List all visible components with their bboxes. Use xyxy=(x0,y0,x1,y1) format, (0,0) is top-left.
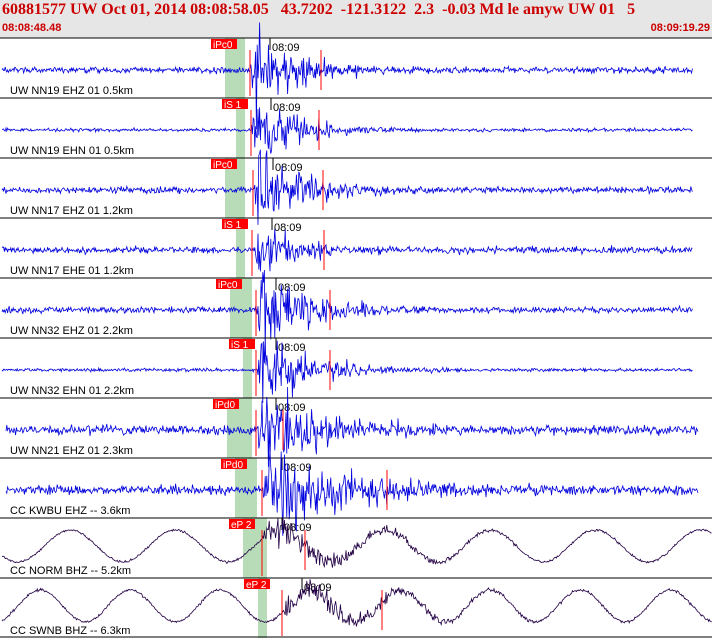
minute-tick-label: 08:09 xyxy=(274,222,302,234)
pick-label: iPd0 xyxy=(215,400,235,411)
pick-label: eP 2 xyxy=(246,580,267,591)
pick-tag xyxy=(222,99,248,109)
pick-label: iS 1 xyxy=(224,100,242,111)
pick-label: iS 1 xyxy=(224,220,242,231)
pick-label: iPd0 xyxy=(223,460,243,471)
trace-label: UW NN32 EHN 01 2.2km xyxy=(10,385,134,397)
pick-tag xyxy=(222,219,248,229)
trace-label: CC SWNB BHZ -- 6.3km xyxy=(10,625,130,637)
trace-label: UW NN21 EHZ 01 2.3km xyxy=(10,445,133,457)
pick-window-shading xyxy=(225,38,245,98)
trace-label: UW NN19 EHN 01 0.5km xyxy=(10,145,134,157)
trace-label: UW NN17 EHE 01 1.2km xyxy=(10,265,133,277)
waveform-trace xyxy=(1,517,712,569)
pick-label: eP 2 xyxy=(231,520,252,531)
pick-tag xyxy=(244,579,270,589)
pick-tag xyxy=(229,339,255,349)
waveform-trace xyxy=(1,340,693,403)
pick-tag xyxy=(211,39,237,49)
minute-tick-label: 08:09 xyxy=(284,462,312,474)
waveform-trace xyxy=(1,579,712,627)
event-title: 60881577 UW Oct 01, 2014 08:08:58.05 43.… xyxy=(2,1,636,18)
trace-label: CC NORM BHZ -- 5.2km xyxy=(10,565,131,577)
pick-window-shading xyxy=(225,158,245,218)
waveform-trace xyxy=(1,149,693,225)
trace-label: UW NN19 EHZ 01 0.5km xyxy=(10,85,133,97)
pick-label: iS 1 xyxy=(231,340,249,351)
pick-tag xyxy=(221,459,247,469)
minute-tick-label: 08:09 xyxy=(278,282,306,294)
pick-tag xyxy=(229,519,255,529)
pick-window-shading xyxy=(258,578,267,638)
pick-label: iPc0 xyxy=(213,160,233,171)
waveform-trace xyxy=(5,386,699,467)
pick-window-shading xyxy=(235,458,257,518)
pick-window-shading xyxy=(243,338,252,398)
pick-tag xyxy=(216,279,242,289)
pick-window-shading xyxy=(236,98,245,158)
waveform-trace xyxy=(1,228,693,272)
minute-tick-label: 08:09 xyxy=(278,402,306,414)
trace-label: CC KWBU EHZ -- 3.6km xyxy=(10,505,130,517)
minute-tick-label: 08:09 xyxy=(278,342,306,354)
pick-tag xyxy=(211,159,237,169)
waveform-trace xyxy=(5,451,699,536)
trace-label: UW NN32 EHZ 01 2.2km xyxy=(10,325,133,337)
waveform-trace xyxy=(1,107,693,154)
waveform-trace xyxy=(1,22,693,130)
pick-window-shading xyxy=(236,218,245,278)
minute-tick-label: 08:09 xyxy=(272,42,300,54)
pick-tag xyxy=(213,399,239,409)
waveform-trace xyxy=(1,269,693,352)
minute-tick-label: 08:09 xyxy=(273,102,301,114)
end-time: 08:09:19.29 xyxy=(650,22,710,34)
pick-label: iPc0 xyxy=(218,280,238,291)
pick-label: iPc0 xyxy=(213,40,233,51)
pick-window-shading xyxy=(230,278,252,338)
header-bar: 60881577 UW Oct 01, 2014 08:08:58.05 43.… xyxy=(0,0,712,38)
start-time: 08:08:48.48 xyxy=(2,22,62,34)
trace-label: UW NN17 EHZ 01 1.2km xyxy=(10,205,133,217)
